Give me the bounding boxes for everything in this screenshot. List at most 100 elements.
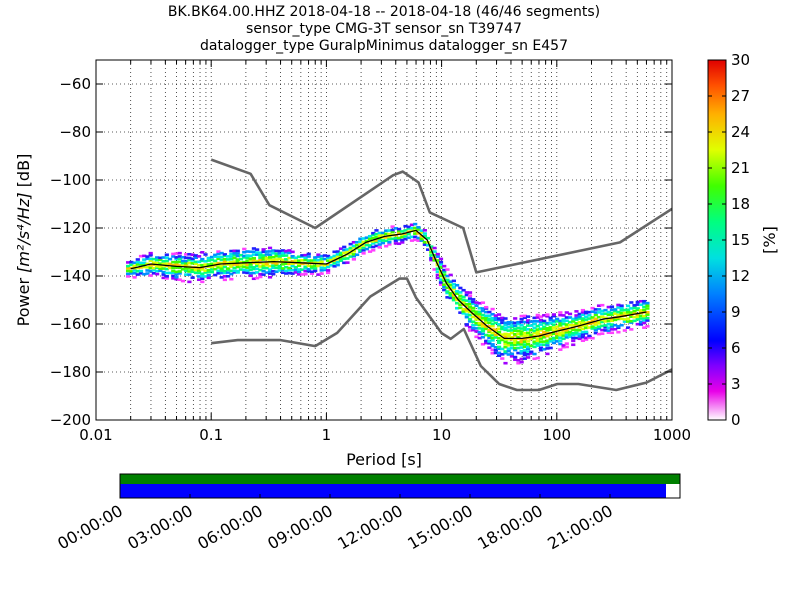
- heatmap-cell: [190, 257, 195, 261]
- heatmap-cell: [635, 315, 640, 319]
- heatmap-cell: [613, 327, 618, 331]
- heatmap-cell: [448, 294, 453, 297]
- heatmap-cell: [574, 328, 579, 332]
- heatmap-cell: [187, 252, 192, 256]
- heatmap-cell: [135, 266, 140, 270]
- heatmap-cell: [142, 261, 147, 265]
- heatmap-cell: [467, 305, 473, 309]
- heatmap-cell: [613, 318, 618, 322]
- heatmap-cell: [177, 255, 182, 258]
- heatmap-cell: [442, 279, 447, 283]
- heatmap-cell: [464, 302, 469, 306]
- heatmap-cell: [600, 315, 605, 318]
- heatmap-cell: [274, 270, 279, 273]
- heatmap-cell: [496, 347, 502, 351]
- heatmap-cell: [245, 259, 250, 263]
- heatmap-cell: [213, 262, 218, 265]
- heatmap-cell: [377, 234, 382, 237]
- title-line: BK.BK64.00.HHZ 2018-04-18 -- 2018-04-18 …: [168, 4, 600, 20]
- y-tick-label: −100: [50, 171, 91, 189]
- heatmap-cell: [500, 336, 505, 340]
- heatmap-cell: [264, 253, 269, 256]
- heatmap-cell: [258, 272, 263, 276]
- heatmap-cell: [209, 270, 215, 274]
- heatmap-cell: [522, 343, 527, 346]
- heatmap-cell: [351, 250, 357, 253]
- heatmap-cell: [596, 320, 602, 323]
- heatmap-cell: [258, 265, 263, 268]
- heatmap-cell: [219, 255, 224, 259]
- heatmap-cell: [574, 310, 579, 313]
- heatmap-cell: [226, 261, 231, 265]
- heatmap-cell: [377, 239, 382, 243]
- heatmap-cell: [277, 249, 282, 253]
- heatmap-cell: [438, 257, 444, 261]
- heatmap-cell: [438, 260, 444, 264]
- heatmap-cell: [213, 255, 218, 258]
- heatmap-cell: [506, 337, 511, 341]
- heatmap-cell: [503, 361, 508, 365]
- heatmap-cell: [590, 316, 595, 319]
- heatmap-cell: [232, 256, 237, 260]
- heatmap-cell: [429, 245, 434, 248]
- heatmap-cell: [316, 255, 321, 258]
- heatmap-cell: [196, 271, 202, 275]
- heatmap-cell: [200, 257, 205, 261]
- heatmap-cell: [535, 324, 540, 328]
- heatmap-cell: [493, 336, 498, 339]
- heatmap-cell: [177, 260, 182, 264]
- heatmap-cell: [384, 232, 389, 236]
- heatmap-cell: [409, 226, 415, 230]
- heatmap-cell: [222, 257, 227, 261]
- heatmap-cell: [190, 253, 195, 257]
- heatmap-cell: [606, 313, 611, 317]
- heatmap-cell: [184, 273, 189, 276]
- heatmap-cell: [303, 256, 308, 260]
- heatmap-cell: [635, 322, 640, 326]
- heatmap-cell: [642, 316, 647, 320]
- heatmap-cell: [603, 329, 608, 332]
- heatmap-cell: [135, 263, 140, 266]
- heatmap-cell: [590, 336, 595, 340]
- heatmap-cell: [548, 316, 553, 320]
- heatmap-cell: [629, 307, 634, 310]
- heatmap-cell: [367, 234, 373, 238]
- heatmap-cell: [545, 326, 550, 330]
- heatmap-cell: [538, 346, 544, 350]
- heatmap-cell: [558, 324, 563, 327]
- heatmap-cell: [503, 335, 508, 338]
- heatmap-cell: [487, 321, 492, 325]
- heatmap-cell: [287, 268, 292, 272]
- heatmap-cell: [506, 322, 511, 326]
- heatmap-cell: [184, 256, 189, 260]
- heatmap-cell: [400, 241, 405, 244]
- heatmap-cell: [242, 250, 247, 254]
- heatmap-cell: [267, 264, 273, 268]
- heatmap-cell: [587, 314, 592, 317]
- heatmap-cell: [635, 303, 640, 306]
- heatmap-cell: [284, 265, 289, 269]
- heatmap-cell: [374, 239, 379, 242]
- heatmap-cell: [345, 248, 350, 251]
- heatmap-cell: [474, 323, 479, 327]
- heatmap-cell: [503, 317, 508, 320]
- heatmap-cell: [532, 357, 537, 361]
- heatmap-cell: [287, 262, 292, 266]
- x-axis: 0.01 0.1 1 10 100 1000: [79, 60, 691, 444]
- heatmap-cell: [600, 320, 605, 324]
- heatmap-cell: [255, 251, 260, 254]
- heatmap-cell: [242, 247, 247, 251]
- heatmap-cell: [474, 310, 479, 314]
- heatmap-cell: [261, 250, 266, 254]
- heatmap-cell: [132, 264, 137, 268]
- heatmap-cell: [477, 323, 482, 327]
- heatmap-cell: [584, 331, 589, 335]
- heatmap-cell: [187, 258, 192, 262]
- heatmap-cell: [284, 262, 289, 266]
- heatmap-cell: [580, 311, 586, 314]
- heatmap-cell: [516, 343, 521, 346]
- heatmap-cell: [287, 251, 292, 255]
- heatmap-cell: [561, 331, 566, 335]
- heatmap-cell: [645, 307, 650, 310]
- heatmap-cell: [348, 255, 353, 258]
